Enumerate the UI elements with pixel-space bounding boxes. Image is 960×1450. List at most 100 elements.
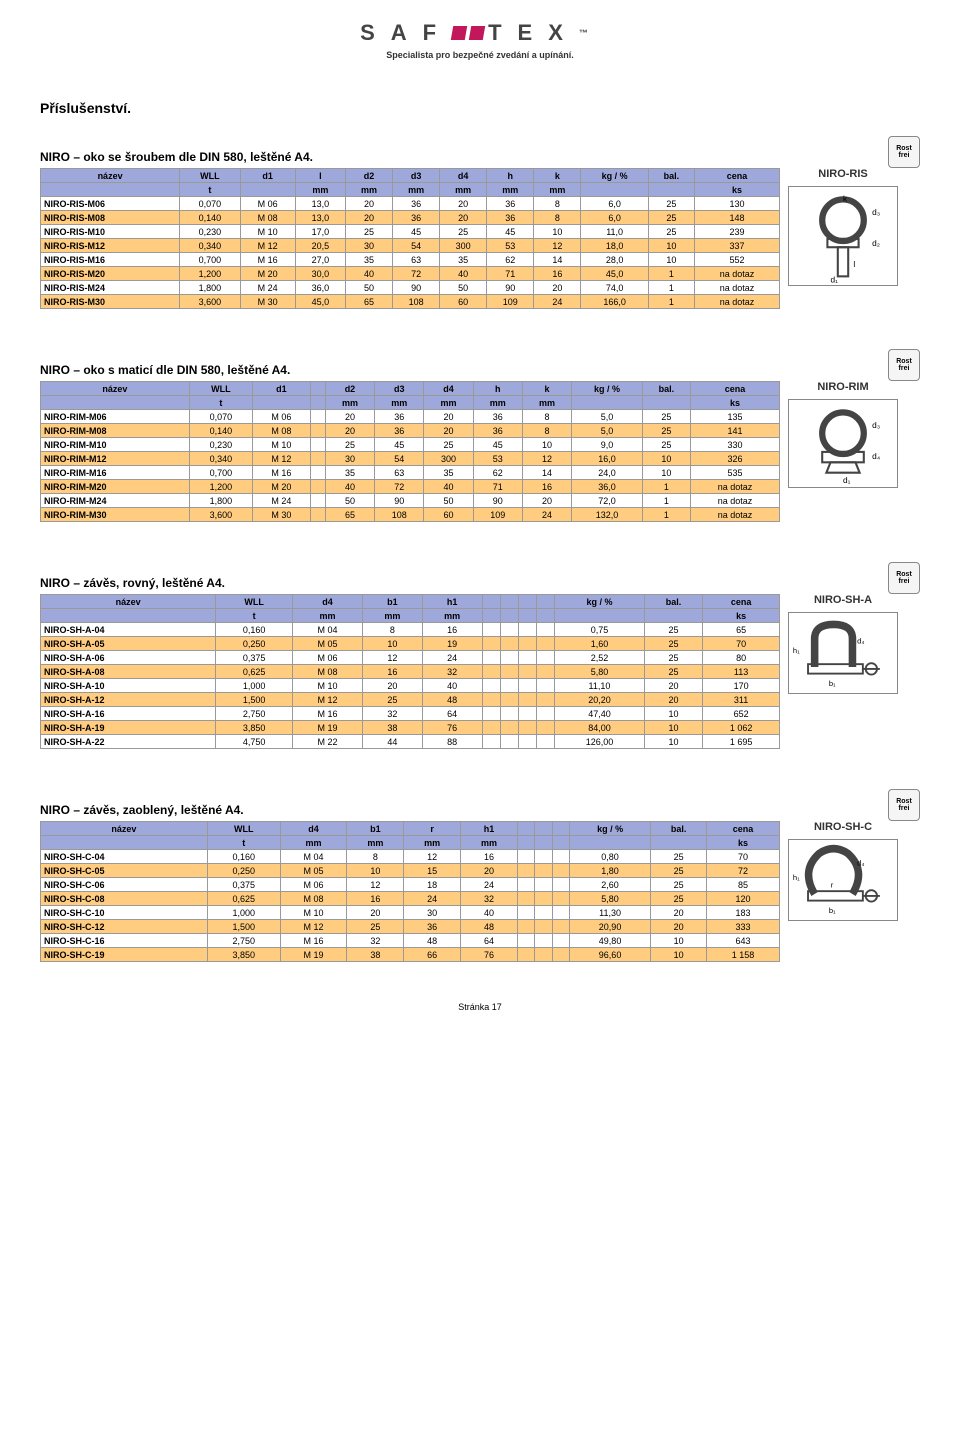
data-cell: 8 [347, 850, 404, 864]
data-cell: 25 [642, 438, 690, 452]
data-cell [500, 721, 518, 735]
data-cell: 6,0 [581, 211, 649, 225]
column-header: r [404, 822, 461, 836]
product-name-cell: NIRO-RIM-M06 [41, 410, 190, 424]
product-name-cell: NIRO-SH-C-12 [41, 920, 208, 934]
table-row: NIRO-SH-C-101,000M 1020304011,3020183 [41, 906, 780, 920]
product-section: NIRO – oko s maticí dle DIN 580, leštěné… [40, 349, 920, 522]
data-cell: 108 [393, 295, 440, 309]
column-header [500, 595, 518, 609]
data-cell: 18 [404, 878, 461, 892]
data-cell: 65 [345, 295, 392, 309]
column-header: h1 [422, 595, 482, 609]
data-cell: M 08 [240, 211, 295, 225]
product-name-cell: NIRO-SH-A-08 [41, 665, 216, 679]
data-cell: 20 [424, 410, 473, 424]
column-header: WLL [216, 595, 293, 609]
column-header: k [534, 169, 581, 183]
data-cell: 25 [642, 424, 690, 438]
data-cell: 62 [487, 253, 534, 267]
svg-text:d₁: d₁ [843, 475, 851, 485]
column-subheader [253, 396, 311, 410]
column-subheader [642, 396, 690, 410]
product-name-cell: NIRO-RIM-M12 [41, 452, 190, 466]
table-row: NIRO-SH-A-162,750M 16326447,4010652 [41, 707, 780, 721]
table-row: NIRO-SH-A-050,250M 0510191,602570 [41, 637, 780, 651]
dimension-diagram: h₁d₄rb₁ [788, 839, 898, 921]
data-cell: 40 [422, 679, 482, 693]
table-row: NIRO-RIM-M303,600M 30651086010924132,01n… [41, 508, 780, 522]
data-cell: 535 [691, 466, 780, 480]
data-cell: 20 [644, 679, 702, 693]
dimension-diagram: d₃kd₂ld₁ [788, 186, 898, 286]
data-cell: 24 [461, 878, 518, 892]
column-subheader: t [189, 396, 252, 410]
data-cell: 108 [375, 508, 424, 522]
column-header: d2 [345, 169, 392, 183]
data-cell: 1 [648, 267, 694, 281]
data-cell: 2,60 [569, 878, 651, 892]
data-cell [536, 693, 554, 707]
logo-block-icon [469, 26, 485, 40]
data-cell: 1,80 [569, 864, 651, 878]
data-cell [500, 707, 518, 721]
column-subheader [552, 836, 569, 850]
data-cell: M 16 [292, 707, 362, 721]
column-header: d3 [375, 382, 424, 396]
data-cell: 8 [522, 410, 571, 424]
data-cell: 90 [473, 494, 522, 508]
data-cell: 311 [703, 693, 780, 707]
data-cell: 66 [404, 948, 461, 962]
column-subheader: mm [375, 396, 424, 410]
svg-text:l: l [853, 259, 855, 269]
column-subheader: mm [404, 836, 461, 850]
column-subheader: mm [422, 609, 482, 623]
product-code-label: NIRO-RIS [818, 168, 868, 180]
data-cell: 45 [375, 438, 424, 452]
data-cell [500, 679, 518, 693]
data-cell: 25 [648, 197, 694, 211]
data-cell: 40 [424, 480, 473, 494]
data-cell: M 19 [280, 948, 347, 962]
column-header: d1 [240, 169, 295, 183]
table-row: NIRO-SH-C-080,625M 081624325,8025120 [41, 892, 780, 906]
data-cell: 1,000 [207, 906, 280, 920]
column-subheader: ks [703, 609, 780, 623]
column-header [482, 595, 500, 609]
data-cell [310, 494, 325, 508]
data-cell: M 05 [292, 637, 362, 651]
data-cell: 11,0 [581, 225, 649, 239]
data-cell: 20 [461, 864, 518, 878]
data-cell: 16 [534, 267, 581, 281]
column-header: d4 [280, 822, 347, 836]
data-cell [535, 934, 552, 948]
column-header: název [41, 595, 216, 609]
page-title: Příslušenství. [40, 100, 920, 116]
svg-text:b₁: b₁ [829, 906, 836, 915]
logo-letter: S [360, 20, 387, 46]
data-cell: 8 [363, 623, 423, 637]
product-name-cell: NIRO-SH-A-19 [41, 721, 216, 735]
product-table: názevWLLd1d2d3d4hkkg / %bal.cenatmmmmmmm… [40, 381, 780, 522]
data-cell: 36 [473, 410, 522, 424]
data-cell: 25 [363, 693, 423, 707]
data-cell: 20 [347, 906, 404, 920]
data-cell: 50 [325, 494, 374, 508]
product-name-cell: NIRO-RIS-M16 [41, 253, 180, 267]
data-cell: 96,60 [569, 948, 651, 962]
data-cell: 20 [651, 906, 707, 920]
table-row: NIRO-SH-A-101,000M 10204011,1020170 [41, 679, 780, 693]
data-cell: M 06 [280, 878, 347, 892]
data-cell: 330 [691, 438, 780, 452]
data-cell: 1 [642, 494, 690, 508]
data-cell [552, 850, 569, 864]
product-name-cell: NIRO-SH-A-16 [41, 707, 216, 721]
data-cell: 109 [487, 295, 534, 309]
data-cell [482, 651, 500, 665]
column-subheader: mm [325, 396, 374, 410]
data-cell: na dotaz [691, 480, 780, 494]
data-cell: M 19 [292, 721, 362, 735]
data-cell: 25 [651, 850, 707, 864]
product-name-cell: NIRO-SH-C-06 [41, 878, 208, 892]
data-cell: M 06 [240, 197, 295, 211]
